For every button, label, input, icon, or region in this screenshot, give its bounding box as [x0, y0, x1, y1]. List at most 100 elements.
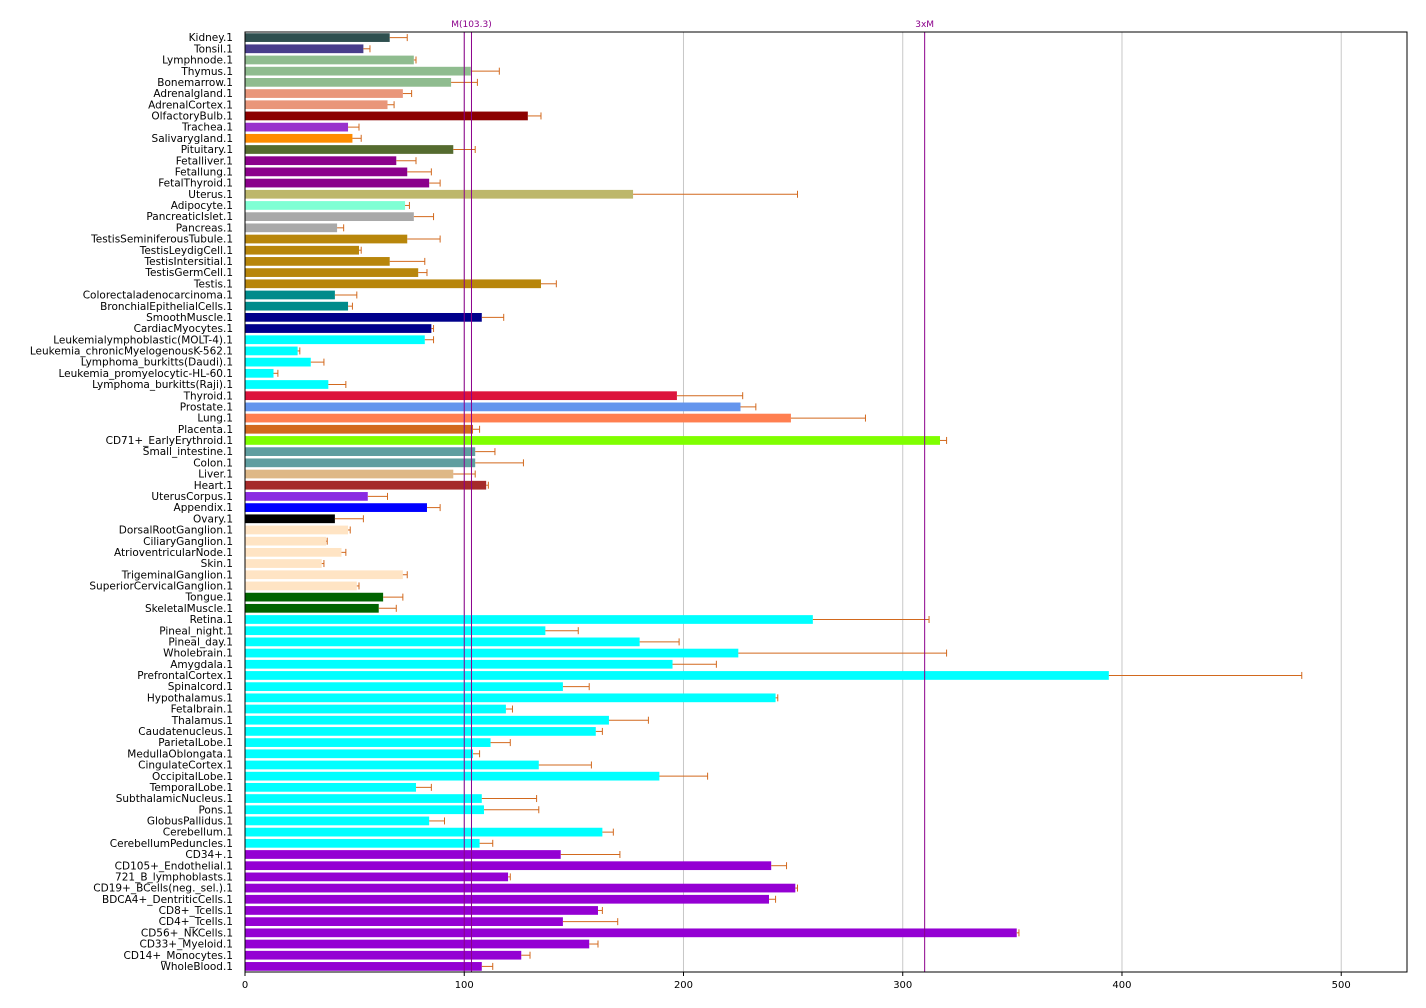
- category-label: Pineal_night.1: [159, 625, 233, 637]
- category-label: UterusCorpus.1: [151, 491, 233, 503]
- bar-TemporalLobe.1: [245, 782, 417, 792]
- reference-label: M(103.3): [451, 20, 492, 30]
- category-label: OlfactoryBulb.1: [151, 111, 233, 123]
- bar-Colon.1: [245, 458, 476, 468]
- category-label: Skin.1: [201, 558, 233, 570]
- bar-Fetalliver.1: [245, 156, 397, 166]
- bar-Pineal_day.1: [245, 637, 640, 647]
- error-bar-Leukemia_promyelocytic-HL-60.1: [273, 369, 279, 377]
- category-label: Placenta.1: [178, 424, 233, 436]
- error-bar-Colon.1: [475, 459, 524, 467]
- category-label: OccipitalLobe.1: [152, 771, 233, 783]
- category-label: SkeletalMuscle.1: [145, 603, 233, 615]
- bar-Uterus.1: [245, 189, 634, 199]
- error-bar-Thymus.1: [470, 67, 500, 75]
- bar-CD34+.1: [245, 850, 561, 859]
- bar-OlfactoryBulb.1: [245, 111, 528, 121]
- x-axis: 0 100 200 300 400 500: [242, 972, 1351, 991]
- category-label: FetalThyroid.1: [158, 178, 233, 190]
- error-bar-CD4+_Tcells.1: [562, 918, 619, 926]
- bar-Prostate.1: [245, 402, 741, 412]
- error-bar-AdrenalCortex.1: [387, 101, 395, 109]
- error-bar-Trachea.1: [348, 123, 360, 131]
- bar-Adipocyte.1: [245, 201, 406, 210]
- bar-Thalamus.1: [245, 715, 609, 725]
- bar-AdrenalCortex.1: [245, 100, 388, 110]
- bar-CD105+_Endothelial.1: [245, 861, 772, 871]
- bar-BronchialEpithelialCells.1: [245, 301, 349, 311]
- bar-PancreaticIslet.1: [245, 212, 414, 222]
- category-label: Spinalcord.1: [168, 681, 233, 693]
- error-bar-Skin.1: [321, 560, 325, 568]
- category-label: CerebellumPeduncles.1: [110, 838, 233, 850]
- error-bar-TemporalLobe.1: [416, 783, 432, 791]
- bar-Salivarygland.1: [245, 133, 353, 143]
- category-label: Thyroid.1: [183, 390, 233, 402]
- category-label: CD34+.1: [185, 849, 233, 861]
- bar-CD33+_Myeloid.1: [245, 939, 590, 949]
- bar-721_B_lymphoblasts.1: [245, 872, 509, 882]
- bar-OccipitalLobe.1: [245, 771, 660, 781]
- bar-Heart.1: [245, 480, 487, 490]
- bar-ParietalLobe.1: [245, 738, 491, 747]
- error-bar-Salivarygland.1: [352, 134, 362, 142]
- bar-Wholebrain.1: [245, 648, 739, 658]
- bar-Tongue.1: [245, 592, 384, 602]
- bar-Hypothalamus.1: [245, 693, 776, 703]
- category-label: PancreaticIslet.1: [146, 211, 233, 223]
- error-bar-Testis.1: [540, 280, 557, 288]
- error-bar-CD56+_NKCells.1: [1016, 929, 1020, 937]
- error-bar-WholeBlood.1: [481, 962, 494, 970]
- bar-CD4+_Tcells.1: [245, 917, 563, 927]
- error-bar-PrefrontalCortex.1: [1108, 671, 1303, 679]
- category-label: Caudatenucleus.1: [138, 726, 233, 738]
- bar-WholeBlood.1: [245, 962, 482, 971]
- error-bar-SmoothMuscle.1: [481, 313, 505, 321]
- error-bar-UterusCorpus.1: [367, 492, 389, 500]
- reference-label: 3xM: [915, 20, 934, 30]
- category-label: Retina.1: [190, 614, 233, 626]
- category-label: Testis.1: [193, 278, 233, 290]
- error-bar-Colorectaladenocarcinoma.1: [334, 291, 358, 299]
- category-label: TestisIntersitial.1: [143, 256, 233, 268]
- error-bar-BDCA4+_DentriticCells.1: [768, 895, 777, 903]
- category-label: Colorectaladenocarcinoma.1: [83, 290, 233, 302]
- category-label: TemporalLobe.1: [149, 782, 233, 794]
- category-label: MedullaOblongata.1: [127, 748, 233, 760]
- category-label: PrefrontalCortex.1: [137, 670, 233, 682]
- error-bar-AtrioventricularNode.1: [341, 548, 347, 556]
- category-label: CingulateCortex.1: [138, 760, 233, 772]
- error-bar-Leukemia_chronicMyelogenousK-562.1: [297, 347, 301, 355]
- bar-Pons.1: [245, 805, 484, 815]
- error-bar-Retina.1: [812, 616, 930, 623]
- x-tick-label: 500: [1332, 980, 1351, 991]
- error-bar-Fetalbrain.1: [505, 705, 513, 713]
- category-label: TestisGermCell.1: [144, 267, 233, 279]
- bar-SuperiorCervicalGanglion.1: [245, 581, 357, 591]
- error-bar-TestisGermCell.1: [418, 269, 428, 277]
- category-label: Fetalliver.1: [176, 155, 233, 167]
- error-bar-TestisIntersitial.1: [389, 257, 426, 265]
- plot-frame: [244, 31, 1408, 973]
- error-bar-CD71+_EarlyErythroid.1: [940, 436, 948, 444]
- category-label: Bonemarrow.1: [157, 77, 233, 89]
- category-label: TestisLeydigCell.1: [139, 245, 233, 257]
- category-label: DorsalRootGanglion.1: [119, 525, 233, 537]
- category-label: CD19+_BCells(neg._sel.).1: [93, 883, 233, 895]
- error-bar-Lymphoma_burkitts(Raji).1: [328, 381, 347, 388]
- category-label: Leukemia_promyelocytic-HL-60.1: [58, 368, 233, 380]
- bar-CD19+_BCells(neg._sel.).1: [245, 883, 796, 893]
- bar-TestisIntersitial.1: [245, 257, 390, 266]
- category-label: Adrenalgland.1: [153, 88, 233, 100]
- bar-SkeletalMuscle.1: [245, 603, 379, 613]
- category-label: TestisSeminiferousTubule.1: [90, 234, 233, 246]
- bar-Spinalcord.1: [245, 682, 563, 692]
- error-bar-Amygdala.1: [672, 660, 717, 668]
- bar-Leukemialymphoblastic(MOLT-4).1: [245, 335, 425, 345]
- category-label: SubthalamicNucleus.1: [116, 793, 233, 805]
- error-bar-Tonsil.1: [363, 45, 371, 53]
- bar-Fetallung.1: [245, 167, 408, 177]
- category-label: AtrioventricularNode.1: [114, 547, 233, 559]
- bar-CD8+_Tcells.1: [245, 906, 598, 915]
- bar-Thyroid.1: [245, 391, 677, 401]
